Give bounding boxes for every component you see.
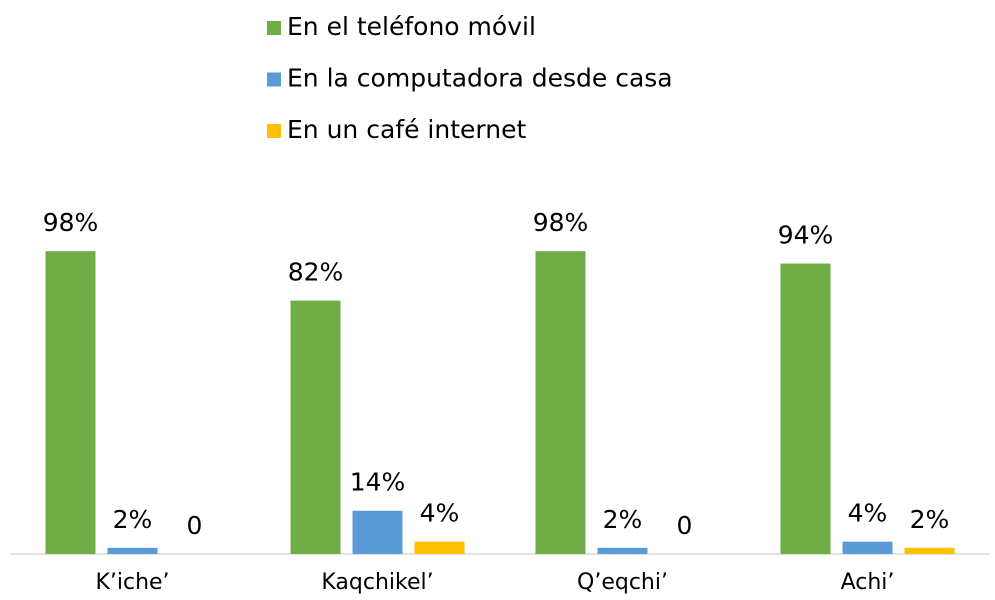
data-label: 82% bbox=[288, 258, 344, 287]
bar bbox=[414, 541, 465, 554]
legend-label: En el teléfono móvil bbox=[287, 12, 536, 41]
x-tick-label: Q’eqchi’ bbox=[577, 570, 668, 595]
data-label: 14% bbox=[350, 468, 406, 497]
data-label: 2% bbox=[113, 505, 153, 534]
bar bbox=[107, 547, 158, 554]
bar bbox=[352, 510, 403, 554]
bar bbox=[290, 300, 341, 554]
x-tick-label: Kaqchikel’ bbox=[321, 570, 433, 595]
data-label: 0 bbox=[187, 511, 203, 540]
x-tick-label: K’iche’ bbox=[95, 570, 169, 595]
data-label: 4% bbox=[420, 499, 460, 528]
bar bbox=[597, 547, 648, 554]
data-label: 98% bbox=[533, 208, 589, 237]
bar bbox=[904, 547, 955, 554]
bar bbox=[535, 251, 586, 554]
x-tick-label: Achi’ bbox=[841, 570, 895, 595]
data-label: 2% bbox=[910, 505, 950, 534]
bar bbox=[780, 263, 831, 554]
data-label: 4% bbox=[848, 499, 888, 528]
data-label: 94% bbox=[778, 221, 834, 250]
data-label: 0 bbox=[677, 511, 693, 540]
legend-label: En la computadora desde casa bbox=[287, 64, 673, 93]
legend-swatch bbox=[267, 72, 281, 87]
bar bbox=[45, 251, 96, 554]
legend-swatch bbox=[267, 21, 281, 35]
legend-label: En un café internet bbox=[287, 115, 526, 144]
data-label: 2% bbox=[603, 505, 643, 534]
data-label: 98% bbox=[43, 208, 99, 237]
bar bbox=[842, 541, 893, 554]
legend-swatch bbox=[267, 124, 281, 138]
